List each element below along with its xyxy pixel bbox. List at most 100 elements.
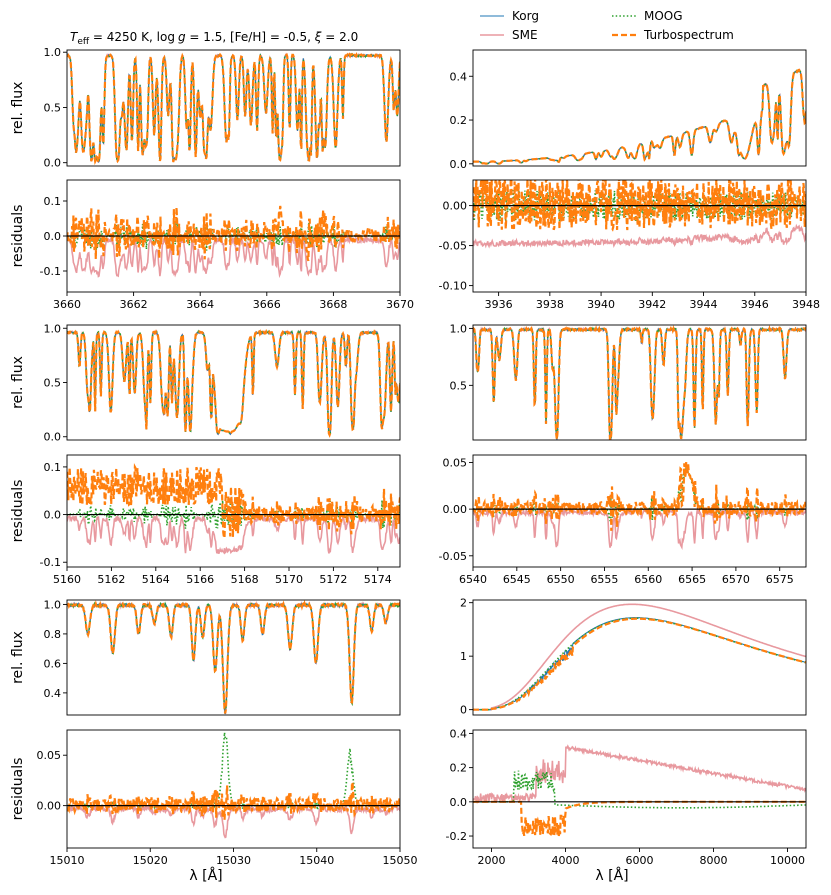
legend-label-moog: MOOG <box>644 9 683 23</box>
y-axis-label-10: residuals <box>10 758 26 821</box>
series-turbospectrum-10 <box>67 781 400 820</box>
y-tick-label-1: 0.2 <box>450 114 468 127</box>
x-tick-label-2: 3660 <box>53 298 81 311</box>
series-sme-11 <box>473 744 806 805</box>
y-tick-label-1: 0.4 <box>450 70 468 83</box>
y-tick-label-3: 0.00 <box>443 200 468 213</box>
x-axis-label-left: λ [Å] <box>189 867 222 884</box>
series-turbospectrum-9 <box>473 617 806 711</box>
x-tick-label-10: 15020 <box>133 854 168 867</box>
y-tick-label-6: 0.0 <box>44 509 62 522</box>
x-tick-label-6: 5162 <box>97 573 125 586</box>
y-tick-label-4: 0.5 <box>44 377 62 390</box>
axes-frame-8 <box>66 599 401 716</box>
y-tick-label-4: 1.0 <box>44 322 62 335</box>
axes-frame-7 <box>472 454 807 568</box>
y-tick-label-8: 0.8 <box>44 628 62 641</box>
y-tick-label-9: 2 <box>460 597 467 610</box>
plot-area-7 <box>473 462 806 550</box>
plot-area-2 <box>67 205 400 279</box>
y-tick-label-4: 0.0 <box>44 431 62 444</box>
y-tick-label-7: -0.05 <box>439 550 467 563</box>
x-tick-label-3: 3944 <box>690 298 718 311</box>
plot-area-6 <box>67 463 400 555</box>
x-tick-label-3: 3942 <box>638 298 666 311</box>
x-tick-label-3: 3936 <box>485 298 513 311</box>
y-tick-label-2: 0.0 <box>44 230 62 243</box>
series-turbospectrum-2 <box>67 205 400 262</box>
x-tick-label-6: 5168 <box>231 573 259 586</box>
plot-area-10 <box>67 732 400 839</box>
x-tick-label-10: 15030 <box>216 854 251 867</box>
x-tick-label-3: 3946 <box>741 298 769 311</box>
legend: Korg MOOG SME Turbospectrum <box>480 9 734 42</box>
x-tick-label-10: 15010 <box>50 854 85 867</box>
y-tick-label-1: 0.0 <box>450 158 468 171</box>
x-tick-label-7: 6545 <box>503 573 531 586</box>
series-moog-11 <box>473 770 806 809</box>
plot-area-5 <box>473 325 806 440</box>
plot-area-9 <box>473 603 806 711</box>
panel-9: 0 1 2 <box>460 597 807 717</box>
x-tick-label-6: 5160 <box>53 573 81 586</box>
x-tick-label-11: 10000 <box>770 854 805 867</box>
x-tick-label-7: 6570 <box>722 573 750 586</box>
x-tick-label-7: 6575 <box>766 573 794 586</box>
axes-frame-3 <box>472 179 807 293</box>
series-turbospectrum-4 <box>67 328 400 438</box>
series-turbospectrum-7 <box>473 462 806 531</box>
x-tick-label-2: 3662 <box>120 298 148 311</box>
legend-label-korg: Korg <box>512 9 539 23</box>
x-tick-label-10: 15050 <box>383 854 418 867</box>
x-tick-label-6: 5170 <box>275 573 303 586</box>
x-tick-label-7: 6565 <box>678 573 706 586</box>
panel-11: -0.2 0.0 0.2 0.4 2000 4000 6000 8000 10000 <box>446 727 807 867</box>
y-tick-label-10: 0.00 <box>37 800 62 813</box>
y-axis-label-6: residuals <box>10 480 26 543</box>
panel-4: 0.0 0.5 1.0 rel. flux <box>10 322 401 444</box>
series-sme-9 <box>473 603 806 711</box>
panel-8: 0.4 0.6 0.8 1.0 rel. flux <box>10 598 401 716</box>
y-tick-label-10: 0.05 <box>37 749 62 762</box>
series-sme-2 <box>67 234 400 279</box>
y-tick-label-11: 0.4 <box>450 727 468 740</box>
x-tick-label-2: 3664 <box>186 298 214 311</box>
x-tick-label-7: 6560 <box>634 573 662 586</box>
axes-frame-1 <box>472 49 807 167</box>
series-turbospectrum-5 <box>473 325 806 440</box>
y-tick-label-6: -0.1 <box>40 556 61 569</box>
x-tick-label-10: 15040 <box>299 854 334 867</box>
y-tick-label-9: 1 <box>460 650 467 663</box>
x-tick-label-6: 5174 <box>364 573 392 586</box>
y-tick-label-8: 0.6 <box>44 657 62 670</box>
x-tick-label-7: 6555 <box>590 573 618 586</box>
y-tick-label-7: 0.00 <box>443 503 468 516</box>
panel-0: 0.0 0.5 1.0 rel. flux <box>10 46 401 170</box>
y-tick-label-5: 1.0 <box>450 322 468 335</box>
y-axis-label-8: rel. flux <box>10 631 26 684</box>
panel-7: -0.05 0.00 0.05 6540 6545 6550 6555 6560 6565 657… <box>439 454 807 586</box>
axes-frame-6 <box>66 454 401 568</box>
legend-label-sme: SME <box>512 28 538 42</box>
series-turbospectrum-6 <box>67 463 400 539</box>
y-tick-label-0: 1.0 <box>44 46 62 59</box>
y-tick-label-5: 0.5 <box>450 379 468 392</box>
axes-frame-9 <box>472 599 807 716</box>
y-tick-label-3: -0.05 <box>439 240 467 253</box>
legend-label-turbospectrum: Turbospectrum <box>643 28 734 42</box>
panel-5: 0.5 1.0 <box>450 322 807 441</box>
series-turbospectrum-8 <box>67 600 400 714</box>
y-tick-label-7: 0.05 <box>443 456 468 469</box>
plot-area-3 <box>473 180 806 249</box>
y-axis-label-4: rel. flux <box>10 356 26 409</box>
series-turbospectrum-1 <box>473 68 806 165</box>
plot-area-4 <box>67 328 400 438</box>
panel-2: -0.1 0.0 0.1 3660 3662 3664 3666 3668 3670 residu… <box>10 179 414 311</box>
x-axis-label-right: λ [Å] <box>595 867 628 884</box>
x-tick-label-2: 3670 <box>386 298 414 311</box>
panel-10: 0.00 0.05 15010 15020 15030 15040 15050 residua… <box>10 729 418 867</box>
y-axis-label-2: residuals <box>10 205 26 268</box>
x-tick-label-3: 3948 <box>792 298 820 311</box>
x-tick-label-3: 3940 <box>587 298 615 311</box>
series-sme-3 <box>473 223 806 249</box>
